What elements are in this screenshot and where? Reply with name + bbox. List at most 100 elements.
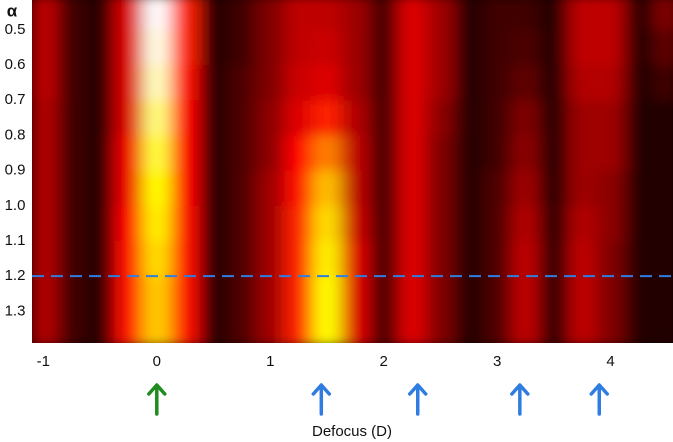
heatmap-cell [142,276,172,312]
heatmap-cell [170,29,200,66]
heatmap-cell [32,135,59,172]
heatmap-cell [114,311,144,343]
heatmap-cell [32,65,59,101]
heatmap-cell [199,0,229,31]
heatmap-cell [142,135,172,172]
heatmap-cell [454,0,484,31]
heatmap-cell [227,276,257,312]
heatmap-cell [199,170,229,207]
heatmap-cell [369,65,399,101]
heatmap-cell [85,170,115,207]
heatmap-cell [170,65,200,101]
heatmap-cell [397,65,427,101]
heatmap-cell [142,311,172,343]
heatmap-cell [369,276,399,312]
heatmap-cell [426,0,456,31]
heatmap-cell [32,29,59,66]
heatmap-cell [57,205,87,242]
heatmap-cell [482,135,512,172]
heatmap-cell [256,276,285,312]
heatmap-cell [227,65,257,101]
heatmap-cell [142,205,172,242]
heatmap-cell [539,240,569,277]
heatmap-cell [114,240,144,277]
heatmap-cell [426,240,456,277]
heatmap-cell [85,100,115,136]
heatmap-cell [653,311,673,343]
heatmap-cell [596,240,626,277]
heatmap-cell [369,240,399,277]
heatmap-cell [32,100,59,136]
heatmap-cells [32,0,673,343]
heatmap-cell [284,29,314,66]
heatmap-cell [511,170,541,207]
heatmap-cell [170,311,200,343]
heatmap-cell [653,100,673,136]
x-tick-label: 2 [380,353,388,370]
heatmap-cell [596,276,626,312]
heatmap-cell [653,170,673,207]
heatmap-cell [596,205,626,242]
heatmap-cell [454,170,484,207]
heatmap-cell [341,0,371,31]
heatmap-cell [624,135,654,172]
heatmap-cell [482,65,512,101]
heatmap-cell [511,65,541,101]
x-tick-label: 3 [493,353,501,370]
heatmap-cell [624,65,654,101]
heatmap-cell [227,29,257,66]
heatmap-cell [397,135,427,172]
heatmap-cell [624,170,654,207]
heatmap-cell [312,100,342,136]
heatmap-cell [284,135,314,172]
heatmap-cell [170,100,200,136]
heatmap-cell [256,135,285,172]
heatmap-cell [57,65,87,101]
heatmap-cell [624,276,654,312]
x-tick-label: -1 [37,353,50,370]
x-tick-label: 1 [266,353,274,370]
heatmap-cell [511,276,541,312]
heatmap-cell [57,100,87,136]
y-tick-label: 1.0 [5,197,26,214]
heatmap-cell [511,135,541,172]
heatmap-cell [227,135,257,172]
heatmap-cell [539,205,569,242]
heatmap-cell [85,135,115,172]
heatmap-cell [653,65,673,101]
heatmap-cell [596,0,626,31]
y-axis-label: α [7,1,18,20]
heatmap-cell [482,29,512,66]
heatmap-cell [426,205,456,242]
heatmap-cell [199,240,229,277]
heatmap-cell [256,65,285,101]
heatmap-cell [397,100,427,136]
heatmap-cell [596,170,626,207]
heatmap-cell [284,0,314,31]
x-tick-label: 4 [606,353,614,370]
y-tick-label: 0.6 [5,56,26,73]
heatmap-cell [624,100,654,136]
heatmap-cell [32,276,59,312]
heatmap-cell [170,205,200,242]
heatmap-cell [653,0,673,31]
heatmap-cell [454,65,484,101]
heatmap-cell [57,240,87,277]
heatmap-cell [57,170,87,207]
heatmap-cell [256,100,285,136]
heatmap-cell [511,240,541,277]
heatmap-cell [624,29,654,66]
heatmap-cell [85,0,115,31]
heatmap-cell [142,240,172,277]
heatmap-cell [284,205,314,242]
heatmap-cell [426,135,456,172]
heatmap-cell [227,0,257,31]
heatmap-cell [227,205,257,242]
heatmap-cell [312,311,342,343]
heatmap-cell [284,65,314,101]
heatmap-cell [341,276,371,312]
arrow [589,383,610,416]
y-tick-label: 1.1 [5,232,26,249]
